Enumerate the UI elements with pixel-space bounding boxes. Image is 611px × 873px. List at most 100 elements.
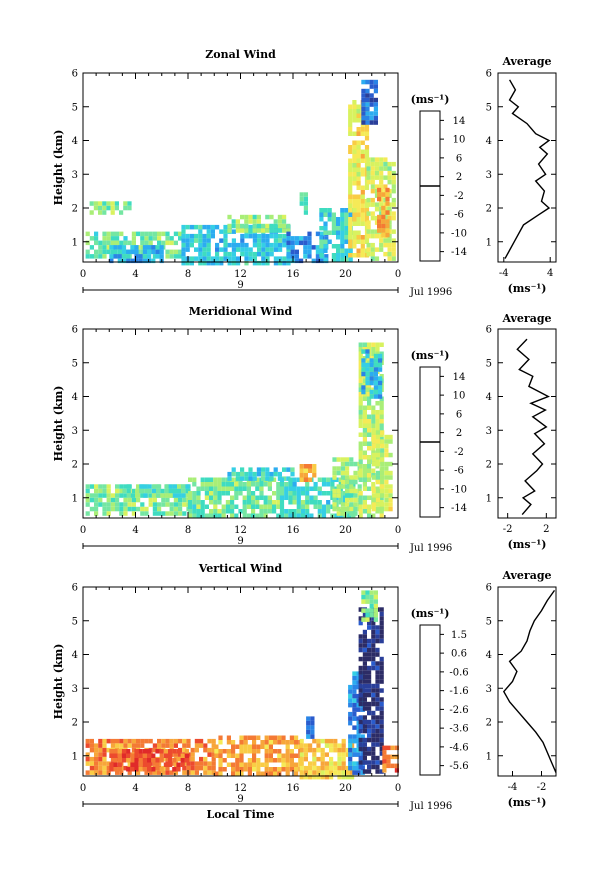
heat-cell bbox=[115, 497, 120, 503]
heat-cell bbox=[294, 740, 299, 745]
heat-cell bbox=[307, 240, 312, 246]
average-x-tick-label: -4 bbox=[508, 782, 518, 793]
heat-cell bbox=[173, 249, 178, 255]
heat-cell bbox=[362, 688, 367, 693]
heat-cell bbox=[367, 751, 372, 756]
heat-cell bbox=[117, 762, 122, 767]
heat-cell bbox=[299, 743, 304, 748]
heat-cell bbox=[273, 223, 278, 229]
heat-cell bbox=[226, 740, 231, 745]
heat-cell bbox=[227, 256, 232, 261]
heat-cell bbox=[138, 258, 143, 264]
heat-cell bbox=[239, 740, 244, 745]
heat-cell bbox=[375, 674, 380, 680]
heat-cell bbox=[119, 511, 124, 516]
heat-cell bbox=[358, 446, 363, 451]
heat-cell bbox=[356, 104, 361, 109]
average-y-tick-label: 5 bbox=[486, 102, 492, 113]
heat-cell bbox=[367, 683, 372, 689]
heat-cell bbox=[326, 504, 331, 509]
heat-cell bbox=[181, 256, 186, 261]
heat-cell bbox=[169, 770, 174, 775]
heat-cell bbox=[121, 245, 127, 250]
heat-cell bbox=[387, 179, 392, 185]
heat-cell bbox=[356, 208, 361, 213]
heat-cell bbox=[273, 219, 278, 224]
heat-cell bbox=[308, 774, 313, 780]
heat-cell bbox=[385, 228, 390, 233]
heat-cell bbox=[370, 202, 375, 207]
heat-cell bbox=[371, 430, 376, 435]
heat-cell bbox=[331, 226, 336, 231]
heat-cell bbox=[276, 504, 281, 509]
heat-cell bbox=[290, 471, 295, 477]
heat-cell bbox=[178, 756, 183, 762]
heat-cell bbox=[365, 371, 370, 377]
heat-cell bbox=[144, 511, 149, 516]
heat-cell bbox=[371, 486, 376, 491]
heat-cell bbox=[204, 491, 209, 496]
colorbar-tick-label: 2 bbox=[456, 428, 462, 439]
heat-cell bbox=[332, 493, 337, 498]
heat-cell bbox=[252, 740, 257, 745]
heat-cell bbox=[261, 476, 266, 481]
heat-cell bbox=[324, 752, 329, 757]
heat-cell bbox=[296, 504, 301, 509]
heat-cell bbox=[136, 738, 141, 744]
heat-cell bbox=[303, 756, 308, 762]
heat-cell bbox=[299, 747, 304, 753]
heat-cell bbox=[348, 230, 353, 235]
heat-cell bbox=[263, 482, 268, 487]
heat-cell bbox=[190, 770, 195, 775]
heat-cell bbox=[358, 441, 363, 446]
heat-cell bbox=[348, 244, 353, 249]
heat-cell bbox=[316, 738, 321, 744]
heat-cell bbox=[131, 236, 136, 241]
heat-cell bbox=[344, 253, 349, 258]
heat-cell bbox=[178, 511, 183, 516]
heat-cell bbox=[379, 175, 384, 180]
heat-cell bbox=[362, 670, 367, 675]
heat-cell bbox=[157, 506, 162, 512]
heat-cell bbox=[323, 257, 328, 262]
heat-cell bbox=[384, 434, 389, 440]
heat-cell bbox=[147, 753, 152, 758]
heat-cell bbox=[329, 756, 334, 762]
heat-cell bbox=[300, 513, 306, 518]
heat-cell bbox=[110, 497, 115, 503]
heat-cell bbox=[185, 224, 190, 230]
heat-cell bbox=[379, 157, 384, 162]
heat-cell bbox=[89, 738, 94, 744]
heat-cell bbox=[98, 240, 103, 246]
heat-cell bbox=[371, 616, 376, 621]
heat-cell bbox=[352, 698, 357, 703]
heat-cell bbox=[362, 611, 367, 617]
heat-cell bbox=[168, 753, 173, 758]
heat-cell bbox=[340, 248, 345, 253]
heat-cell bbox=[98, 752, 103, 757]
heat-cell bbox=[379, 625, 384, 630]
heat-cell bbox=[181, 488, 186, 494]
heat-cell bbox=[192, 482, 197, 487]
colorbar-tick-label: 10 bbox=[453, 391, 466, 402]
heat-cell bbox=[375, 461, 381, 467]
heat-cell bbox=[327, 208, 332, 213]
heat-cell bbox=[386, 754, 391, 760]
heat-cell bbox=[371, 647, 376, 653]
heat-cell bbox=[264, 744, 269, 749]
heat-cell bbox=[196, 500, 201, 505]
heat-cell bbox=[375, 347, 380, 352]
heat-cell bbox=[203, 747, 208, 753]
heat-cell bbox=[348, 235, 353, 240]
heat-cell bbox=[189, 224, 194, 230]
heat-cell bbox=[252, 753, 257, 758]
heat-cell bbox=[236, 242, 241, 248]
heat-cell bbox=[225, 486, 230, 491]
heat-cell bbox=[303, 210, 308, 215]
x-tick-label: 0 bbox=[80, 783, 86, 794]
heat-cell bbox=[259, 495, 264, 500]
heat-cell bbox=[138, 767, 143, 772]
heat-cell bbox=[265, 471, 270, 477]
heat-cell bbox=[340, 502, 345, 507]
heat-cell bbox=[294, 249, 299, 255]
